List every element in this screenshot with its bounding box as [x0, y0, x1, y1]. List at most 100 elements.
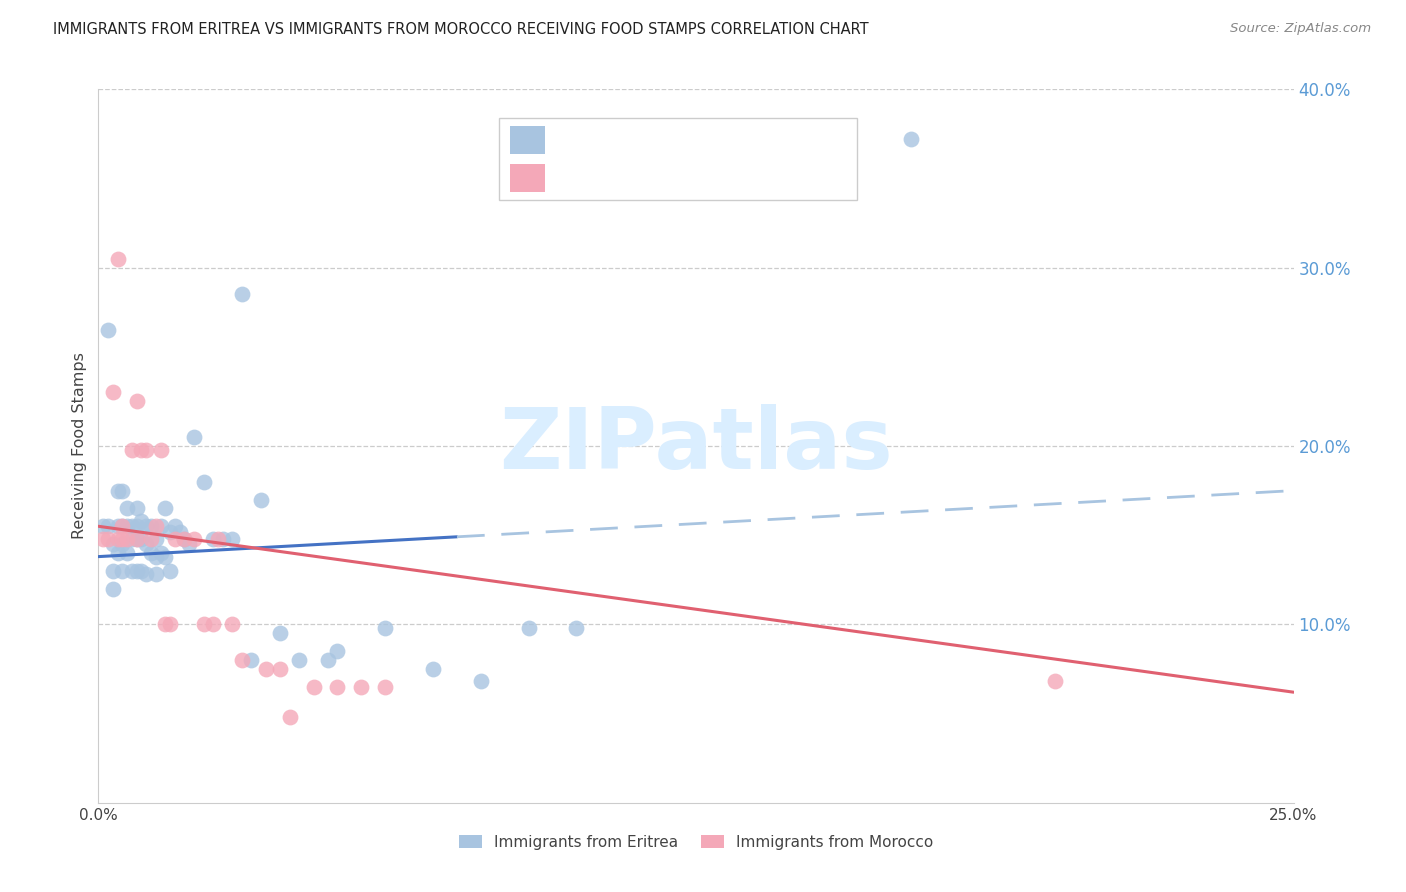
Text: Source: ZipAtlas.com: Source: ZipAtlas.com [1230, 22, 1371, 36]
Point [139, 519, 162, 533]
Point [125, 532, 148, 546]
Point [316, 653, 339, 667]
Point [155, 501, 177, 516]
Point [565, 621, 588, 635]
Point [374, 680, 396, 694]
Point [288, 653, 311, 667]
Point [202, 617, 225, 632]
Point [231, 653, 253, 667]
Point [97, 519, 120, 533]
Point [179, 537, 201, 551]
Point [125, 394, 148, 409]
Point [1043, 674, 1066, 689]
Point [163, 519, 186, 533]
Point [374, 621, 396, 635]
Point [131, 514, 153, 528]
Point [101, 385, 124, 400]
Point [125, 501, 148, 516]
Point [202, 532, 225, 546]
Point [159, 617, 181, 632]
Point [149, 519, 172, 533]
Point [302, 680, 325, 694]
Point [101, 537, 124, 551]
Point [517, 621, 540, 635]
Point [169, 524, 191, 539]
Point [250, 492, 273, 507]
Point [470, 674, 492, 689]
Point [145, 532, 167, 546]
Point [111, 483, 134, 498]
Point [145, 567, 167, 582]
Point [111, 532, 134, 546]
Point [121, 442, 143, 457]
Point [149, 546, 172, 560]
Point [101, 564, 124, 578]
Point [278, 710, 301, 724]
Point [900, 132, 922, 146]
Point [115, 532, 138, 546]
Point [221, 617, 243, 632]
Point [207, 532, 229, 546]
Point [135, 537, 157, 551]
Point [183, 430, 205, 444]
Point [107, 252, 129, 266]
Legend: Immigrants from Eritrea, Immigrants from Morocco: Immigrants from Eritrea, Immigrants from… [453, 829, 939, 855]
Point [159, 564, 181, 578]
Point [131, 442, 153, 457]
Point [111, 519, 134, 533]
Point [107, 483, 129, 498]
Point [145, 519, 167, 533]
Point [107, 546, 129, 560]
Point [221, 532, 243, 546]
Point [121, 532, 143, 546]
Point [326, 680, 349, 694]
Point [193, 617, 215, 632]
Point [211, 532, 233, 546]
Point [125, 519, 148, 533]
Point [135, 442, 157, 457]
Point [173, 532, 195, 546]
Point [115, 519, 138, 533]
Point [97, 323, 120, 337]
Point [111, 564, 134, 578]
Point [163, 532, 186, 546]
Point [326, 644, 349, 658]
Point [254, 662, 277, 676]
Point [135, 567, 157, 582]
Point [115, 501, 138, 516]
Point [115, 546, 138, 560]
Point [231, 287, 253, 301]
Point [240, 653, 263, 667]
Point [155, 549, 177, 564]
Point [111, 537, 134, 551]
Point [111, 519, 134, 533]
Point [125, 564, 148, 578]
Point [91, 532, 114, 546]
Point [139, 532, 162, 546]
Point [149, 442, 172, 457]
Point [159, 524, 181, 539]
Point [97, 532, 120, 546]
Point [173, 532, 195, 546]
Point [155, 617, 177, 632]
Point [193, 475, 215, 489]
Point [91, 519, 114, 533]
Text: IMMIGRANTS FROM ERITREA VS IMMIGRANTS FROM MOROCCO RECEIVING FOOD STAMPS CORRELA: IMMIGRANTS FROM ERITREA VS IMMIGRANTS FR… [53, 22, 869, 37]
Point [101, 582, 124, 596]
Point [183, 532, 205, 546]
Point [350, 680, 373, 694]
Point [121, 564, 143, 578]
Point [269, 626, 291, 640]
Text: ZIPatlas: ZIPatlas [499, 404, 893, 488]
Point [121, 519, 143, 533]
Point [139, 546, 162, 560]
Point [269, 662, 291, 676]
Y-axis label: Receiving Food Stamps: Receiving Food Stamps [72, 352, 87, 540]
Point [131, 564, 153, 578]
Point [131, 532, 153, 546]
Point [422, 662, 444, 676]
Point [125, 532, 148, 546]
Point [145, 549, 167, 564]
Point [107, 519, 129, 533]
Point [107, 532, 129, 546]
